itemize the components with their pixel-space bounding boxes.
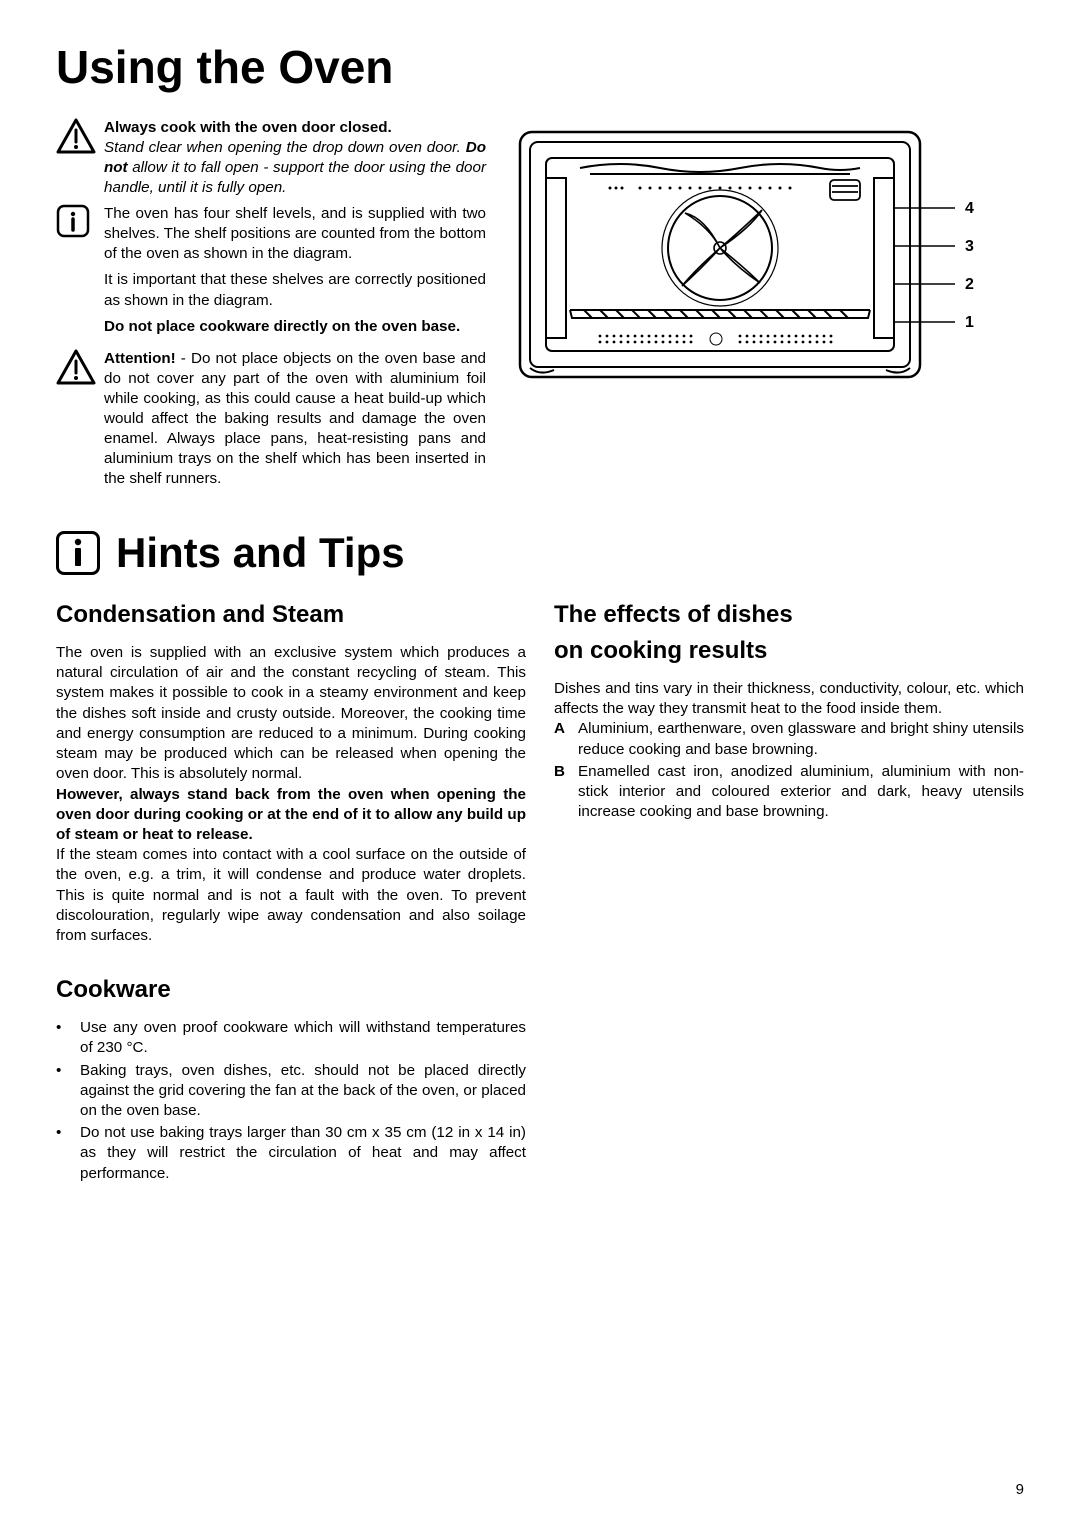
right-column: The effects of dishes on cooking results… [554, 599, 1024, 1186]
condensation-p3: If the steam comes into contact with a c… [56, 845, 526, 946]
p1-bold: Always cook with the oven door closed. [104, 119, 392, 136]
info-block: The oven has four shelf levels, and is s… [56, 204, 486, 336]
info-text: The oven has four shelf levels, and is s… [104, 204, 486, 336]
hints-title: Hints and Tips [56, 529, 1024, 577]
p3: It is important that these shelves are c… [104, 270, 486, 310]
cw-b1: Use any oven proof cookware which will w… [80, 1018, 526, 1058]
p5-bold: Attention! [104, 350, 176, 367]
shelf-label-1: 1 [965, 314, 974, 331]
warning-icon-2 [56, 349, 104, 390]
shelf-label-3: 3 [965, 238, 974, 255]
cw-b2: Baking trays, oven dishes, etc. should n… [80, 1061, 526, 1122]
p4-bold: Do not place cookware directly on the ov… [104, 317, 486, 337]
hints-title-text: Hints and Tips [116, 529, 405, 577]
page-number: 9 [1016, 1481, 1024, 1498]
warning-text-1: Always cook with the oven door closed. S… [104, 118, 486, 198]
cookware-title: Cookware [56, 974, 526, 1006]
dishes-p1: Dishes and tins vary in their thickness,… [554, 679, 1024, 719]
usage-section: Always cook with the oven door closed. S… [56, 118, 1024, 495]
condensation-p1: The oven is supplied with an exclusive s… [56, 643, 526, 785]
shelf-label-4: 4 [965, 200, 974, 217]
list-item: •Do not use baking trays larger than 30 … [56, 1123, 526, 1184]
oven-diagram: 4 3 2 1 [510, 118, 990, 398]
shelf-label-2: 2 [965, 276, 974, 293]
dishes-title-l1: The effects of dishes [554, 599, 1024, 631]
warning-text-2: Attention! - Do not place objects on the… [104, 349, 486, 489]
left-column: Condensation and Steam The oven is suppl… [56, 599, 526, 1186]
dishes-a: Aluminium, earthenware, oven glassware a… [578, 719, 1024, 759]
info-icon-large [56, 531, 100, 575]
warning-block-1: Always cook with the oven door closed. S… [56, 118, 486, 198]
condensation-p2: However, always stand back from the oven… [56, 785, 526, 846]
diagram-column: 4 3 2 1 [486, 118, 1024, 495]
list-item: AAluminium, earthenware, oven glassware … [554, 719, 1024, 759]
cookware-list: •Use any oven proof cookware which will … [56, 1018, 526, 1184]
page-title: Using the Oven [56, 40, 1024, 94]
usage-text-column: Always cook with the oven door closed. S… [56, 118, 486, 495]
condensation-title: Condensation and Steam [56, 599, 526, 631]
dishes-b: Enamelled cast iron, anodized aluminium,… [578, 762, 1024, 823]
p5-rest: - Do not place objects on the oven base … [104, 350, 486, 487]
p1-italic-b: allow it to fall open - support the door… [104, 159, 486, 196]
cw-b3: Do not use baking trays larger than 30 c… [80, 1123, 526, 1184]
warning-icon [56, 118, 104, 159]
dishes-list: AAluminium, earthenware, oven glassware … [554, 719, 1024, 822]
list-item: •Use any oven proof cookware which will … [56, 1018, 526, 1058]
p2: The oven has four shelf levels, and is s… [104, 204, 486, 264]
list-item: BEnamelled cast iron, anodized aluminium… [554, 762, 1024, 823]
info-icon [56, 204, 104, 243]
warning-block-2: Attention! - Do not place objects on the… [56, 349, 486, 489]
hints-columns: Condensation and Steam The oven is suppl… [56, 599, 1024, 1186]
p1-italic-a: Stand clear when opening the drop down o… [104, 139, 466, 156]
list-item: •Baking trays, oven dishes, etc. should … [56, 1061, 526, 1122]
dishes-title-l2: on cooking results [554, 635, 1024, 667]
